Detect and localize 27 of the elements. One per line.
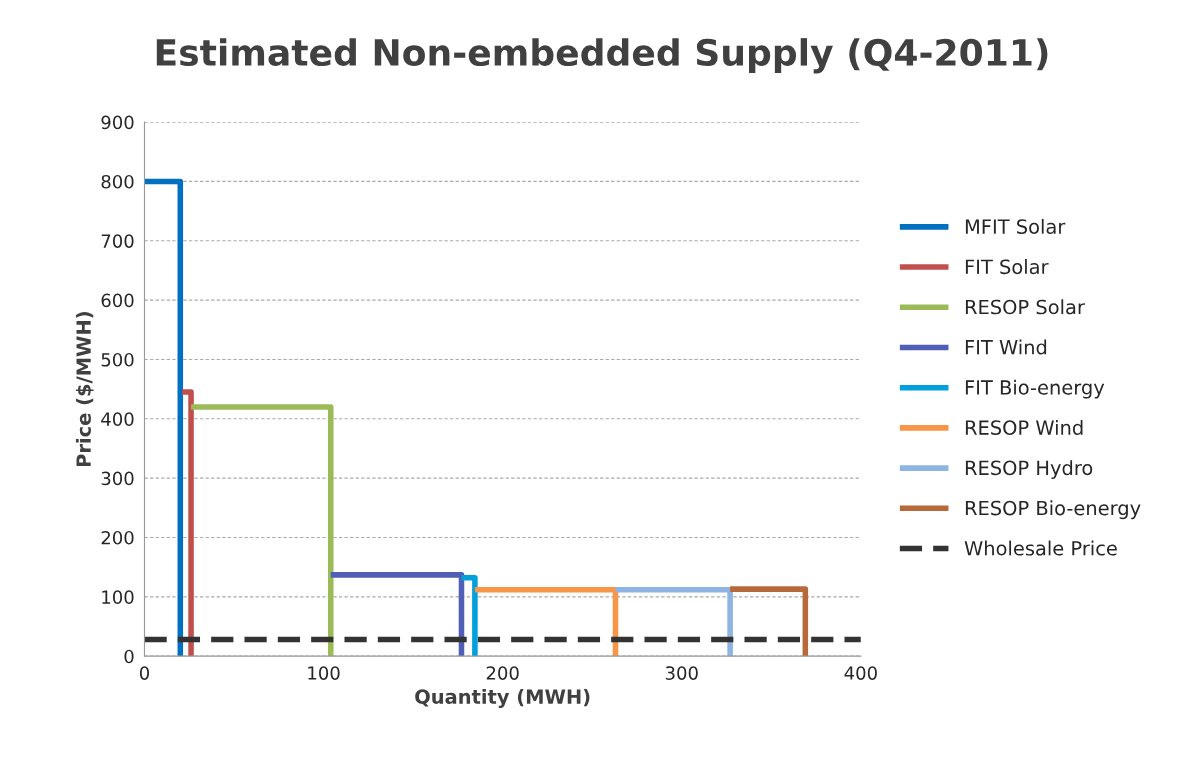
y-tick-label: 600 [101, 293, 134, 308]
y-tick-label: 400 [101, 412, 134, 426]
legend-label: RESOP Bio-energy [965, 500, 1141, 520]
x-tick-label: 300 [665, 666, 698, 680]
y-tick-label: 800 [101, 174, 134, 189]
y-axis-title: Price ($/MWH) [75, 312, 94, 467]
legend-label: RESOP Solar [965, 299, 1085, 315]
x-tick-label: 400 [844, 666, 877, 680]
x-tick-label: 100 [308, 666, 340, 680]
x-tick-label: 0 [139, 666, 150, 680]
legend-label: RESOP Hydro [965, 460, 1093, 479]
y-tick-label: 700 [101, 234, 134, 248]
legend-label: FIT Wind [965, 339, 1047, 355]
legend-label: RESOP Wind [965, 419, 1083, 435]
legend-label: MFIT Solar [965, 218, 1066, 234]
legend-label: FIT Solar [965, 259, 1049, 275]
y-tick-label: 300 [101, 471, 134, 486]
x-axis-title: Quantity (MWH) [415, 688, 590, 708]
chart-title: Estimated Non-embedded Supply (Q4-2011) [156, 38, 1048, 74]
y-tick-label: 900 [101, 115, 134, 130]
legend-label: Wholesale Price [964, 540, 1117, 556]
y-tick-label: 500 [101, 352, 134, 367]
y-tick-label: 200 [101, 530, 134, 545]
legend-label: FIT Bio-energy [965, 379, 1105, 399]
y-tick-label: 0 [124, 649, 134, 664]
y-tick-label: 100 [102, 590, 134, 604]
x-tick-label: 200 [486, 666, 519, 680]
